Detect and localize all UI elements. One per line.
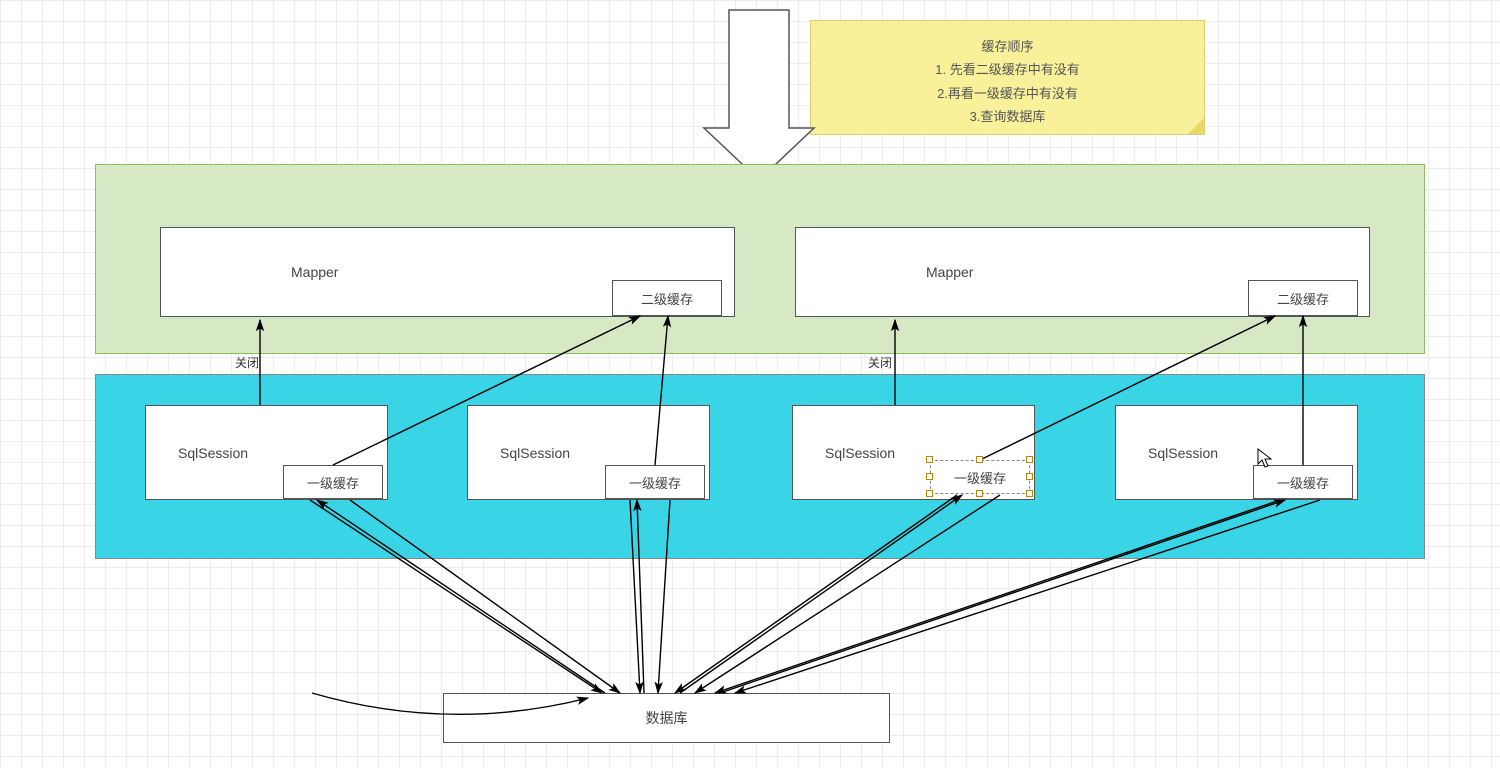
l1-cache-label: 一级缓存	[1277, 473, 1329, 492]
close-label-left: 关闭	[235, 354, 259, 371]
selection-handle[interactable]	[926, 456, 933, 463]
note-line-4: 3.查询数据库	[811, 105, 1204, 128]
l1-cache-box-2[interactable]: 一级缓存	[605, 465, 705, 499]
note-line-3: 2.再看一级缓存中有没有	[811, 82, 1204, 105]
database-label: 数据库	[646, 708, 688, 728]
selection-handle[interactable]	[976, 456, 983, 463]
close-label-right: 关闭	[868, 354, 892, 371]
l1-cache-label: 一级缓存	[629, 473, 681, 492]
l2-cache-label: 二级缓存	[641, 289, 693, 308]
l1-cache-box-4[interactable]: 一级缓存	[1253, 465, 1353, 499]
note-fold-icon	[1188, 118, 1204, 134]
selection-handle[interactable]	[1026, 473, 1033, 480]
l1-cache-label: 一级缓存	[307, 473, 359, 492]
sqlsession-label: SqlSession	[178, 445, 248, 461]
selection-handle[interactable]	[1026, 490, 1033, 497]
sqlsession-label: SqlSession	[825, 445, 895, 461]
l2-cache-label: 二级缓存	[1277, 289, 1329, 308]
sqlsession-label: SqlSession	[1148, 445, 1218, 461]
sticky-note: 缓存顺序 1. 先看二级缓存中有没有 2.再看一级缓存中有没有 3.查询数据库	[810, 20, 1205, 135]
diagram-stage: 缓存顺序 1. 先看二级缓存中有没有 2.再看一级缓存中有没有 3.查询数据库 …	[0, 0, 1500, 768]
l1-cache-label: 一级缓存	[954, 468, 1006, 487]
database-box[interactable]: 数据库	[443, 693, 890, 743]
selection-handle[interactable]	[926, 473, 933, 480]
l2-cache-box-1[interactable]: 二级缓存	[612, 280, 722, 316]
selection-handle[interactable]	[976, 490, 983, 497]
sqlsession-label: SqlSession	[500, 445, 570, 461]
note-line-2: 1. 先看二级缓存中有没有	[811, 58, 1204, 81]
l2-cache-box-2[interactable]: 二级缓存	[1248, 280, 1358, 316]
l1-cache-box-1[interactable]: 一级缓存	[283, 465, 383, 499]
note-line-1: 缓存顺序	[811, 35, 1204, 58]
mapper-label: Mapper	[926, 264, 973, 280]
selection-handle[interactable]	[1026, 456, 1033, 463]
selection-handle[interactable]	[926, 490, 933, 497]
big-down-arrow-icon	[702, 8, 816, 182]
mapper-label: Mapper	[291, 264, 338, 280]
l1-cache-box-3-selected[interactable]: 一级缓存	[930, 460, 1030, 494]
